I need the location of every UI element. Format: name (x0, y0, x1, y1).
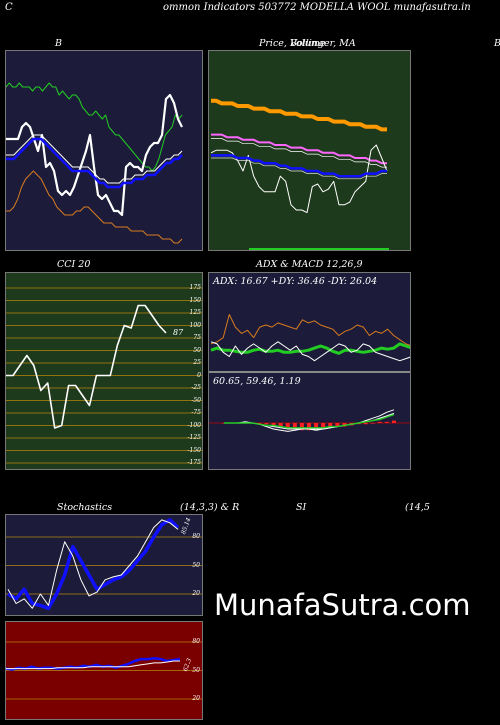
bollinger-panel-title: B (55, 38, 62, 49)
stoch-tick-label: 50 (192, 561, 200, 569)
bollinger-panel (5, 50, 203, 251)
stoch-k-line (7, 518, 180, 611)
rsi-signal-line (6, 660, 180, 670)
adx-series-line (210, 341, 410, 362)
macd-histogram-bar (384, 421, 389, 423)
cci-tick-label: 100 (189, 321, 201, 329)
macd-histogram-bar (392, 420, 396, 423)
bollinger-chart (6, 82, 183, 244)
cci-tick-label: 150 (189, 296, 201, 304)
price-series-line (211, 133, 387, 165)
edge-right-label: B (494, 38, 500, 49)
cci-tick-label: -50 (191, 396, 201, 404)
cci-tick-label: 175 (189, 284, 201, 291)
macd-histogram-bar (377, 421, 382, 423)
cci-tick-label: 50 (193, 346, 201, 354)
macd-values-label: 60.65, 59.46, 1.19 (213, 376, 301, 387)
stoch-params: (14,3,3) & R (180, 502, 240, 513)
macd-histogram-bar (285, 423, 290, 428)
cci-tick-label: -125 (187, 434, 201, 441)
price-chart (210, 98, 389, 250)
macd-histogram-bar (271, 423, 276, 426)
rsi-panel: 80 50 20 62.3 (5, 621, 203, 720)
rsi-line (6, 656, 181, 671)
macd-histogram-bar (335, 423, 340, 427)
cci-tick-label: 0 (197, 371, 201, 379)
bollinger-series-line (6, 82, 183, 172)
stoch-tick-label: 20 (192, 590, 200, 597)
price-panel-title: Price, Bollinger, MA (259, 38, 356, 49)
cci-tick-label: 125 (189, 309, 201, 316)
price-series-line (211, 98, 387, 132)
macd-histogram-bar (328, 423, 333, 428)
price-series-line (210, 144, 388, 214)
corner-left-label: C (5, 2, 13, 13)
macd-histogram-bar (299, 423, 304, 431)
stoch-title: Stochastics (57, 502, 113, 513)
si-params: (14,5 (405, 502, 430, 513)
cci-panel: 175 150 125 100 75 50 25 0 -25 -50 -75 -100 -125 -150… (5, 272, 203, 470)
adx-macd-panel: ADX: 16.67 +DY: 36.46 -DY: 26.04 60.65, … (208, 272, 411, 470)
price-band-line (211, 138, 387, 168)
cci-tick-label: -25 (191, 384, 201, 391)
macd-histogram-bar (278, 423, 283, 427)
macd-histogram-bar (321, 423, 326, 429)
macd-series-line (224, 413, 395, 429)
cci-tick-label: -175 (187, 459, 201, 466)
adx-series-line (210, 314, 410, 346)
adx-series-line (210, 342, 410, 355)
cci-chart (6, 287, 202, 464)
macd-histogram-bar (363, 423, 368, 425)
bollinger-series-line (6, 170, 183, 244)
adx-macd-title: ADX & MACD 12,26,9 (256, 259, 363, 270)
macd-histogram-bar (314, 423, 319, 429)
macd-histogram-bar (370, 423, 375, 424)
price-series-line (211, 154, 387, 178)
price-panel-overlap-label: Volume (290, 38, 326, 49)
adx-macd-divider (209, 371, 410, 373)
cci-tick-label: -150 (187, 446, 201, 454)
watermark: MunafaSutra.com (214, 588, 471, 622)
cci-line (6, 304, 167, 429)
stoch-d-line (7, 519, 179, 609)
bollinger-series-line (6, 137, 183, 189)
macd-histogram-bar (292, 423, 297, 429)
price-panel (208, 50, 411, 251)
rsi-chart (6, 641, 202, 700)
price-band-line (211, 157, 387, 180)
si-title: SI (296, 502, 307, 513)
cci-panel-title: CCI 20 (57, 259, 91, 270)
adx-values-label: ADX: 16.67 +DY: 36.46 -DY: 26.04 (213, 276, 378, 287)
adx-chart (210, 314, 410, 362)
cci-tick-label: -75 (191, 409, 201, 416)
macd-histogram-bar (307, 423, 311, 431)
cci-tick-label: -100 (187, 421, 201, 429)
rsi-tick-label: 50 (192, 666, 200, 674)
stochastics-chart (6, 518, 202, 611)
rsi-tick-label: 20 (192, 695, 200, 702)
macd-chart (209, 409, 410, 432)
cci-tick-label: 75 (193, 334, 201, 341)
bollinger-series-line (6, 134, 183, 184)
cci-tick-label: 25 (193, 359, 201, 366)
stochastics-panel: 80 50 20 85.14 (5, 514, 203, 616)
bollinger-series-line (6, 93, 183, 217)
rsi-tick-label: 80 (192, 638, 200, 645)
macd-histogram-bar (264, 423, 269, 425)
page-title: ommon Indicators 503772 MODELLA WOOL mun… (163, 2, 471, 13)
cci-last-label: 87 (173, 328, 184, 337)
stoch-tick-label: 80 (192, 533, 200, 540)
